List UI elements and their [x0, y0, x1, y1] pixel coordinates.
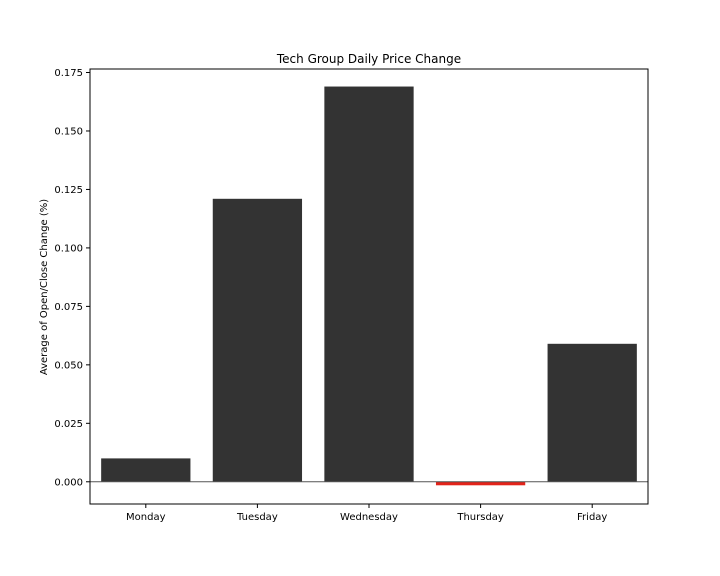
bar-thursday — [435, 481, 526, 486]
bar-friday — [547, 343, 637, 482]
bar-tuesday — [212, 198, 303, 482]
y-tick-label: 0.025 — [54, 419, 83, 430]
chart-title: Tech Group Daily Price Change — [276, 52, 461, 66]
plot-frame — [89, 68, 649, 505]
plot-area: Monday Tuesday Wednesday Thursday Friday 0.00… — [54, 68, 649, 523]
y-tick-label: 0.100 — [54, 243, 83, 254]
y-axis-label: Average of Open/Close Change (%) — [39, 199, 50, 375]
x-tick-label: Friday — [577, 512, 607, 523]
y-tick-label: 0.175 — [54, 68, 83, 79]
y-tick-label: 0.150 — [54, 126, 83, 137]
bar-wednesday — [324, 86, 414, 482]
y-tick-label: 0.125 — [54, 185, 83, 196]
bar-monday — [101, 458, 191, 482]
y-tick-label: 0.000 — [54, 477, 83, 488]
y-tick-label: 0.050 — [54, 360, 83, 371]
x-tick-label: Tuesday — [236, 512, 278, 523]
x-tick-label: Monday — [126, 512, 166, 523]
x-tick-label: Wednesday — [340, 512, 398, 523]
y-tick-label: 0.075 — [54, 302, 83, 313]
x-tick-label: Thursday — [456, 512, 504, 523]
